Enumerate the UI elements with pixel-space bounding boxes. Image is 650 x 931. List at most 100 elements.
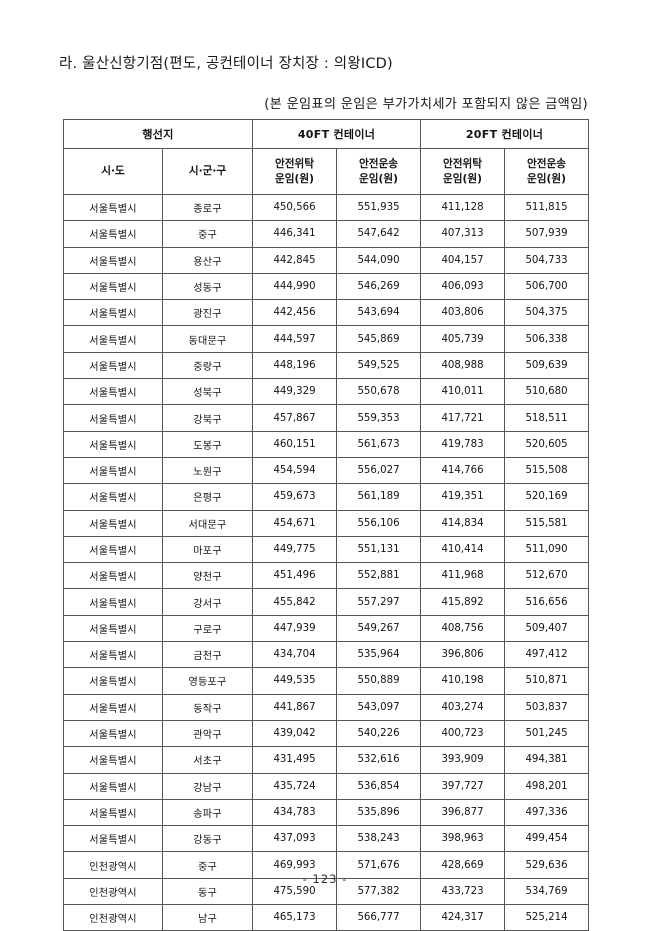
cell-20ft-safe-transport-fare: 515,508 <box>504 456 590 485</box>
table-row: 서울특별시 강북구 457,867 559,353 417,721 518,511 <box>63 404 590 432</box>
cell-sido: 서울특별시 <box>63 430 163 458</box>
header-20ft-safe-transport-line2: 운임(원) <box>527 172 566 185</box>
cell-20ft-safe-transport-fare: 507,939 <box>504 220 590 248</box>
cell-sido: 서울특별시 <box>63 404 163 432</box>
header-20ft-safe-consign-line1: 안전위탁 <box>443 158 483 171</box>
header-sub-row: 시·도 시·군·구 안전위탁 운임(원) 안전운송 운임(원) 안전위탁 운임(… <box>63 148 590 195</box>
table-row: 인천광역시 중구 469,993 571,676 428,669 529,636 <box>63 851 590 879</box>
cell-40ft-safe-transport-fare: 532,616 <box>336 746 422 774</box>
header-40ft-safe-transport-line1: 안전운송 <box>359 158 399 171</box>
cell-20ft-safe-consign-fare: 398,963 <box>420 825 506 853</box>
cell-sigungu: 도봉구 <box>161 430 254 458</box>
cell-40ft-safe-consign-fare: 454,671 <box>252 509 338 537</box>
cell-20ft-safe-consign-fare: 414,766 <box>420 456 506 485</box>
cell-20ft-safe-transport-fare: 512,670 <box>504 562 590 590</box>
cell-40ft-safe-transport-fare: 547,642 <box>336 220 422 248</box>
cell-40ft-safe-consign-fare: 434,704 <box>252 641 338 669</box>
cell-sigungu: 양천구 <box>161 562 254 590</box>
cell-40ft-safe-transport-fare: 549,525 <box>336 351 422 380</box>
cell-20ft-safe-transport-fare: 510,871 <box>504 667 590 695</box>
cell-20ft-safe-consign-fare: 403,806 <box>420 299 506 327</box>
cell-40ft-safe-consign-fare: 459,673 <box>252 483 338 511</box>
cell-40ft-safe-transport-fare: 577,382 <box>336 877 422 906</box>
cell-20ft-safe-consign-fare: 406,093 <box>420 272 506 301</box>
table-row: 서울특별시 노원구 454,594 556,027 414,766 515,508 <box>63 456 590 485</box>
cell-40ft-safe-consign-fare: 449,775 <box>252 535 338 564</box>
cell-40ft-safe-transport-fare: 549,267 <box>336 614 422 643</box>
header-20ft-group: 20FT 컨테이너 <box>420 119 590 149</box>
cell-sido: 서울특별시 <box>63 535 163 564</box>
cell-20ft-safe-transport-fare: 511,815 <box>504 193 590 222</box>
cell-40ft-safe-transport-fare: 556,106 <box>336 509 422 537</box>
table-row: 서울특별시 성북구 449,329 550,678 410,011 510,680 <box>63 378 590 406</box>
cell-20ft-safe-consign-fare: 405,739 <box>420 325 506 353</box>
cell-20ft-safe-consign-fare: 407,313 <box>420 220 506 248</box>
cell-sido: 서울특별시 <box>63 667 163 695</box>
cell-20ft-safe-transport-fare: 498,201 <box>504 772 590 800</box>
cell-20ft-safe-transport-fare: 520,605 <box>504 430 590 458</box>
cell-20ft-safe-consign-fare: 393,909 <box>420 746 506 774</box>
cell-sigungu: 영등포구 <box>161 667 254 695</box>
header-40ft-safe-transport-line2: 운임(원) <box>359 172 398 185</box>
cell-sigungu: 강서구 <box>161 588 254 616</box>
table-row: 서울특별시 종로구 450,566 551,935 411,128 511,815 <box>63 193 590 222</box>
table-row: 서울특별시 송파구 434,783 535,896 396,877 497,336 <box>63 798 590 827</box>
cell-sigungu: 마포구 <box>161 535 254 564</box>
cell-20ft-safe-consign-fare: 400,723 <box>420 719 506 748</box>
cell-sido: 서울특별시 <box>63 456 163 485</box>
cell-20ft-safe-transport-fare: 506,338 <box>504 325 590 353</box>
cell-sigungu: 은평구 <box>161 483 254 511</box>
page-number: - 123 - <box>302 872 348 886</box>
cell-20ft-safe-transport-fare: 499,454 <box>504 825 590 853</box>
cell-20ft-safe-consign-fare: 410,414 <box>420 535 506 564</box>
header-20ft-safe-consign-fare: 안전위탁 운임(원) <box>420 148 506 195</box>
cell-40ft-safe-consign-fare: 444,597 <box>252 325 338 353</box>
cell-sigungu: 중구 <box>161 220 254 248</box>
cell-40ft-safe-consign-fare: 447,939 <box>252 614 338 643</box>
cell-sigungu: 금천구 <box>161 641 254 669</box>
cell-40ft-safe-consign-fare: 437,093 <box>252 825 338 853</box>
table-body: 서울특별시 종로구 450,566 551,935 411,128 511,815 서울특별… <box>63 193 590 931</box>
cell-20ft-safe-consign-fare: 411,128 <box>420 193 506 222</box>
cell-40ft-safe-consign-fare: 457,867 <box>252 404 338 432</box>
cell-20ft-safe-consign-fare: 419,783 <box>420 430 506 458</box>
table-row: 서울특별시 강남구 435,724 536,854 397,727 498,201 <box>63 772 590 800</box>
cell-20ft-safe-transport-fare: 494,381 <box>504 746 590 774</box>
cell-20ft-safe-transport-fare: 529,636 <box>504 851 590 879</box>
cell-40ft-safe-consign-fare: 446,341 <box>252 220 338 248</box>
header-20ft-safe-transport-line1: 안전운송 <box>527 158 567 171</box>
cell-20ft-safe-consign-fare: 408,756 <box>420 614 506 643</box>
cell-sigungu: 광진구 <box>161 299 254 327</box>
cell-20ft-safe-transport-fare: 509,407 <box>504 614 590 643</box>
cell-20ft-safe-transport-fare: 510,680 <box>504 378 590 406</box>
cell-20ft-safe-consign-fare: 408,988 <box>420 351 506 380</box>
cell-40ft-safe-transport-fare: 556,027 <box>336 456 422 485</box>
cell-20ft-safe-consign-fare: 415,892 <box>420 588 506 616</box>
cell-40ft-safe-transport-fare: 551,131 <box>336 535 422 564</box>
table-row: 서울특별시 동대문구 444,597 545,869 405,739 506,338 <box>63 325 590 353</box>
header-40ft-safe-consign-line2: 운임(원) <box>275 172 314 185</box>
cell-sido: 서울특별시 <box>63 562 163 590</box>
table-row: 인천광역시 남구 465,173 566,777 424,317 525,214 <box>63 904 590 931</box>
cell-sido: 서울특별시 <box>63 798 163 827</box>
header-20ft-safe-transport-fare: 안전운송 운임(원) <box>504 148 590 195</box>
cell-20ft-safe-transport-fare: 525,214 <box>504 904 590 931</box>
cell-20ft-safe-consign-fare: 403,274 <box>420 693 506 721</box>
cell-40ft-safe-transport-fare: 566,777 <box>336 904 422 931</box>
section-title: 라. 울산신항기점(편도, 공컨테이너 장치장 : 의왕ICD) <box>59 56 393 72</box>
cell-sigungu: 강북구 <box>161 404 254 432</box>
cell-20ft-safe-consign-fare: 410,198 <box>420 667 506 695</box>
cell-40ft-safe-transport-fare: 561,673 <box>336 430 422 458</box>
table-row: 서울특별시 성동구 444,990 546,269 406,093 506,700 <box>63 272 590 301</box>
cell-20ft-safe-transport-fare: 497,412 <box>504 641 590 669</box>
header-40ft-group: 40FT 컨테이너 <box>252 119 422 149</box>
cell-sigungu: 강남구 <box>161 772 254 800</box>
cell-20ft-safe-transport-fare: 503,837 <box>504 693 590 721</box>
cell-40ft-safe-transport-fare: 540,226 <box>336 719 422 748</box>
table-row: 서울특별시 은평구 459,673 561,189 419,351 520,169 <box>63 483 590 511</box>
table-row: 서울특별시 중랑구 448,196 549,525 408,988 509,639 <box>63 351 590 380</box>
cell-40ft-safe-transport-fare: 561,189 <box>336 483 422 511</box>
header-40ft-safe-consign-line1: 안전위탁 <box>275 158 315 171</box>
cell-sido: 서울특별시 <box>63 641 163 669</box>
